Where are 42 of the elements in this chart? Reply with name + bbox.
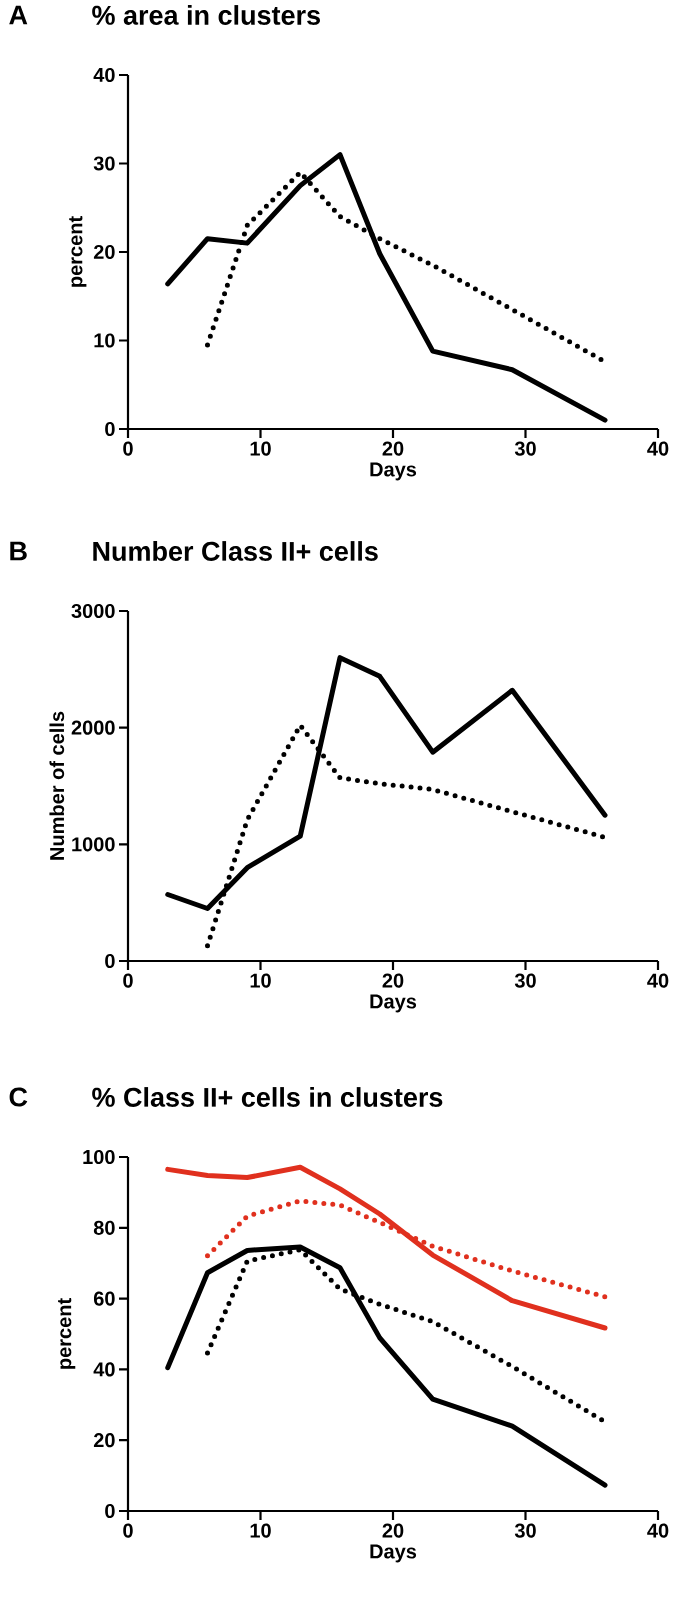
y-tick-label: 20 — [93, 244, 115, 260]
y-tick-label: 60 — [93, 1291, 115, 1306]
y-tick-label: 0 — [105, 421, 115, 437]
text: A — [9, 5, 28, 25]
x-tick-label: 10 — [250, 973, 271, 988]
text: C — [9, 1087, 28, 1107]
y-tick-label: 100 — [83, 1149, 115, 1165]
x-tick-label: 20 — [382, 1523, 404, 1538]
x-tick-label: 30 — [514, 441, 536, 456]
chart-title: % area in clusters — [92, 5, 320, 25]
y-tick-label: 0 — [105, 1503, 115, 1519]
x-axis-title: Days — [370, 462, 417, 481]
x-axis-title: Days — [370, 1544, 417, 1563]
y-tick-label: 80 — [93, 1220, 115, 1235]
x-tick-label: 10 — [250, 441, 271, 456]
x-tick-label: 20 — [382, 973, 404, 988]
x-tick-label: 0 — [123, 441, 133, 456]
x-tick-label: 30 — [514, 1523, 536, 1538]
y-tick-label: 2000 — [71, 720, 115, 735]
x-tick-label: 40 — [647, 973, 669, 988]
chart-title: % Class II+ cells in clusters — [92, 1087, 443, 1107]
x-tick-label: 0 — [123, 1523, 133, 1538]
chart-title: Number Class II+ cells — [93, 541, 378, 561]
y-tick-label: 3000 — [71, 603, 115, 619]
y-axis-title: Number of cells — [49, 711, 65, 860]
y-tick-label: 1000 — [72, 837, 115, 852]
x-axis-title: Days — [370, 994, 417, 1013]
x-tick-label: 0 — [123, 973, 133, 988]
y-tick-label: 40 — [93, 67, 115, 83]
y-tick-label: 0 — [105, 953, 115, 969]
y-axis-title: percent — [58, 1298, 76, 1369]
x-tick-label: 40 — [647, 1523, 669, 1538]
y-tick-label: 40 — [93, 1362, 115, 1377]
x-tick-label: 20 — [382, 441, 404, 456]
y-tick-label: 10 — [94, 333, 115, 348]
text: B — [10, 541, 27, 561]
y-tick-label: 20 — [93, 1433, 115, 1448]
y-axis-title: percent — [69, 216, 87, 287]
x-tick-label: 30 — [514, 973, 536, 988]
x-tick-label: 40 — [647, 441, 669, 456]
x-tick-label: 10 — [250, 1523, 271, 1538]
y-tick-label: 30 — [93, 156, 115, 171]
